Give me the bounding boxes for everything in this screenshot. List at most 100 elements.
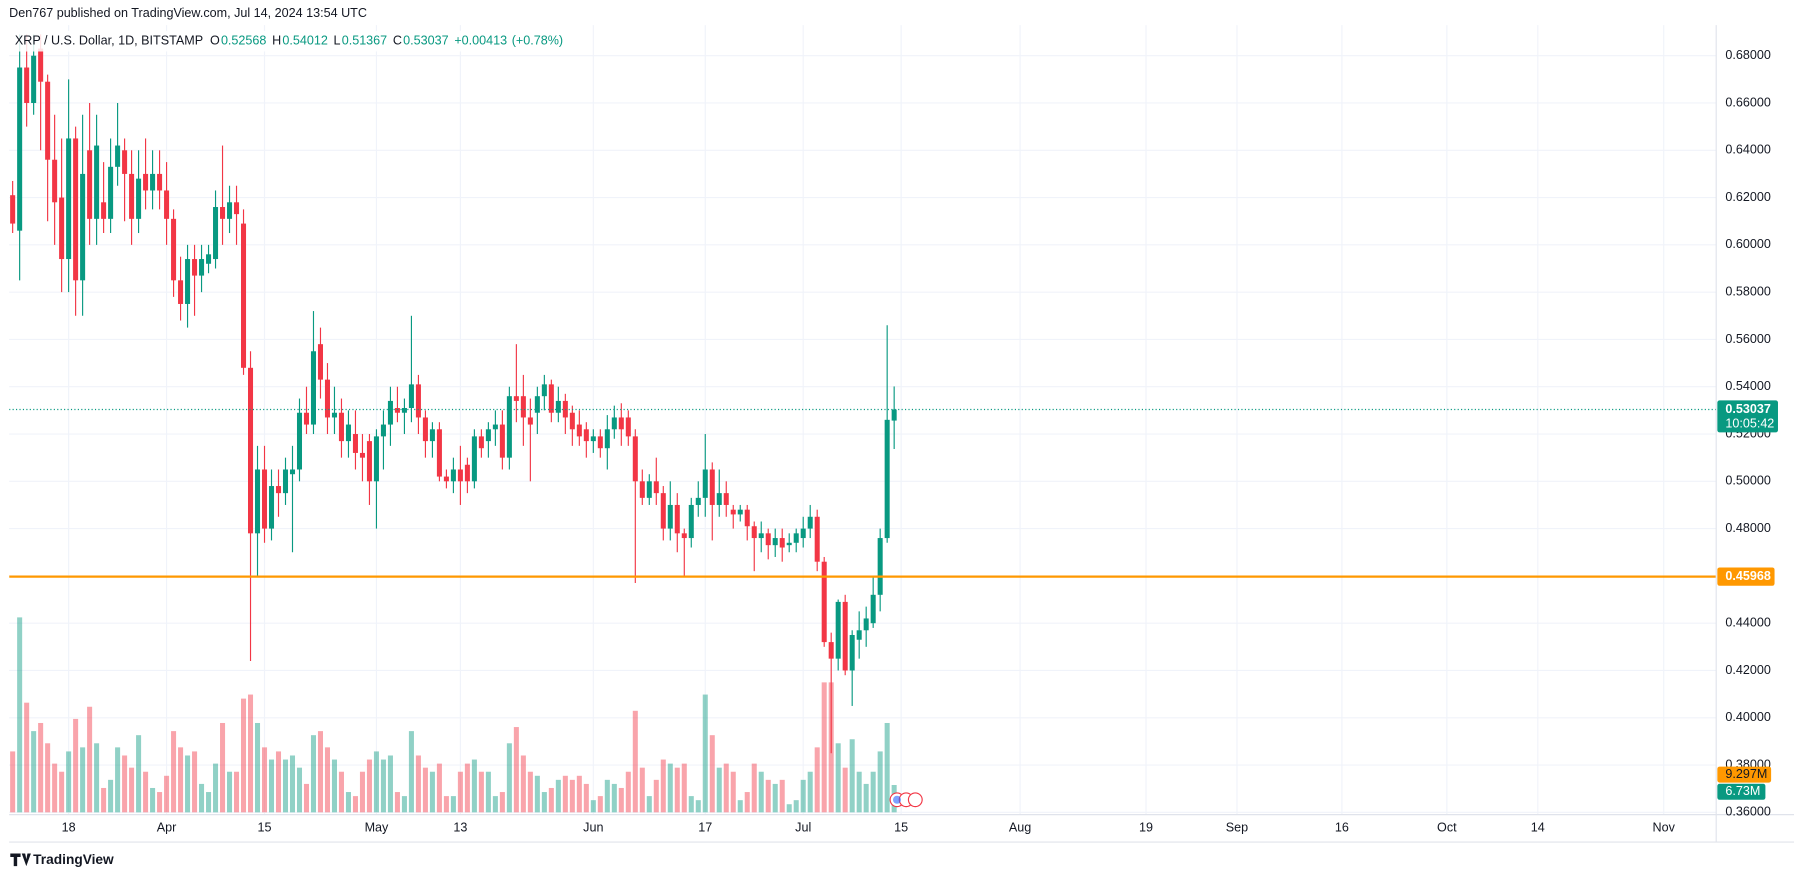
candle-body	[450, 469, 456, 482]
volume-bar	[576, 775, 582, 813]
candle-body	[317, 344, 323, 380]
candle-body	[520, 396, 526, 418]
y-tick-label: 0.36000	[1725, 805, 1770, 819]
event-icon[interactable]	[907, 792, 923, 808]
volume-bar	[324, 747, 330, 813]
volume-bar	[632, 710, 638, 813]
legend: XRP / U.S. Dollar, 1D, BITSTAMP O 0.52568…	[9, 30, 563, 52]
candle-body	[758, 533, 764, 539]
candle-body	[555, 400, 561, 413]
x-tick-label: Aug	[1009, 821, 1031, 835]
candle-body	[499, 424, 505, 458]
candle-body	[185, 259, 191, 304]
volume-bar	[667, 763, 673, 813]
volume-bar	[695, 800, 701, 813]
volume-bar	[863, 783, 869, 813]
candle-body	[667, 504, 673, 529]
volume-bar	[870, 771, 876, 813]
volume-bar	[429, 771, 435, 813]
candle-body	[422, 417, 428, 442]
candle-body	[394, 408, 400, 413]
volume-bar	[513, 727, 519, 813]
volume-bar	[723, 763, 729, 813]
volume-bar	[338, 771, 344, 813]
volume-bar	[884, 722, 890, 813]
candle-body	[268, 486, 275, 529]
candle-body	[709, 469, 715, 505]
volume-bar	[129, 767, 135, 813]
volume-bar	[849, 739, 855, 813]
candle-body	[716, 493, 722, 505]
y-tick-label: 0.48000	[1725, 521, 1770, 535]
volume-bar	[492, 796, 498, 813]
price-pane	[9, 34, 1717, 813]
logo-mark	[10, 853, 31, 867]
candle-body	[765, 533, 771, 546]
candle-body	[80, 173, 86, 281]
candle-body	[471, 436, 477, 482]
candle-body	[786, 542, 792, 546]
y-tick-label: 0.44000	[1725, 616, 1770, 630]
volume-bar	[772, 783, 778, 813]
volume-bar	[289, 755, 296, 813]
candle-body	[227, 202, 233, 219]
candle-body	[842, 601, 848, 671]
volume-bar	[241, 698, 247, 813]
volume-bar	[59, 771, 65, 813]
candle-body	[261, 469, 268, 529]
level-label-box	[1717, 567, 1775, 586]
x-tick-label: Apr	[157, 821, 177, 835]
candle-body	[541, 384, 547, 397]
volume-bar	[394, 792, 400, 813]
candle-body	[10, 195, 16, 224]
volume-bar	[569, 779, 575, 813]
volume-bar	[681, 763, 687, 813]
volume-bar	[101, 787, 107, 813]
volume-bar	[150, 787, 156, 813]
volume-bar	[31, 731, 37, 813]
legend-bg	[9, 30, 527, 52]
candle-body	[199, 259, 205, 276]
candle-body	[597, 436, 603, 449]
candle-body	[31, 55, 37, 103]
volume-bar	[842, 767, 848, 813]
volume-bar	[450, 796, 456, 813]
candle-body	[282, 469, 289, 494]
candle-body	[331, 412, 337, 418]
candle-body	[632, 436, 638, 482]
candle-body	[87, 150, 93, 219]
candle-body	[359, 452, 365, 458]
volume-bar	[702, 694, 708, 813]
y-tick-label: 0.40000	[1725, 710, 1770, 724]
volume-bar	[639, 767, 645, 813]
volume-bar	[443, 796, 449, 813]
candle-body	[73, 138, 79, 281]
candle-body	[611, 417, 617, 430]
x-tick-label: Jun	[583, 821, 603, 835]
volume-bar	[206, 792, 212, 813]
volume-bar	[108, 779, 114, 813]
volume-bar	[66, 751, 72, 813]
volume-bar	[94, 743, 100, 813]
candle-body	[856, 630, 862, 640]
candle-body	[653, 481, 659, 494]
candle-body	[101, 202, 107, 219]
candle-body	[303, 412, 310, 425]
candle-body	[660, 493, 666, 529]
candle-body	[45, 81, 51, 160]
publish-header: Den767 published on TradingView.com, Jul…	[9, 6, 367, 20]
candle-body	[835, 601, 841, 659]
x-tick-label: Nov	[1653, 821, 1676, 835]
candle-body	[380, 424, 386, 437]
candle-body	[625, 417, 631, 437]
candle-body	[206, 254, 212, 264]
axes: 0.360000.380000.400000.420000.440000.460…	[62, 48, 1771, 835]
volume-bar	[618, 787, 624, 813]
candle-body	[737, 509, 743, 515]
volume-bar	[464, 763, 470, 813]
volume-bar	[199, 783, 205, 813]
volume-bar	[380, 759, 386, 813]
volume-bar	[534, 775, 540, 813]
legend-value: 0.53037	[403, 34, 448, 48]
